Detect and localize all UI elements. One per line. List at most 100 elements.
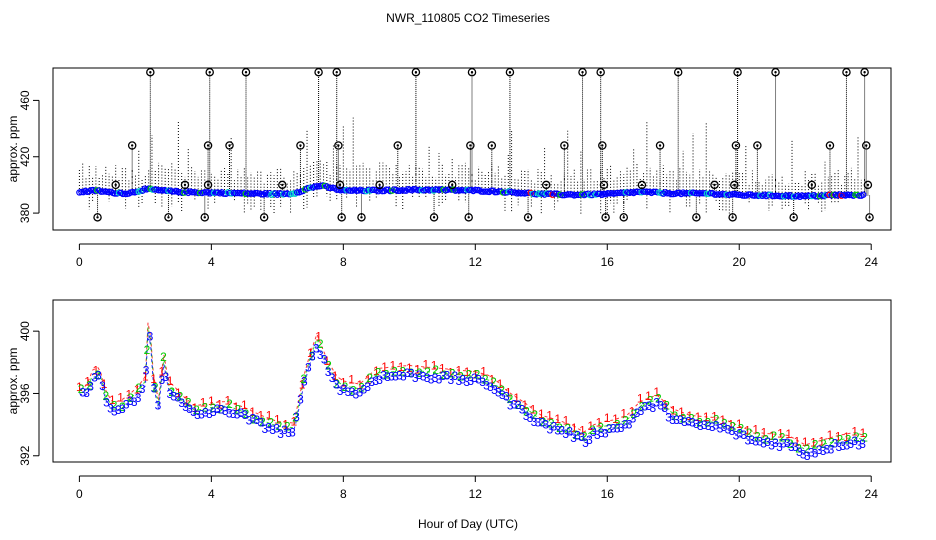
x-axis-title: Hour of Day (UTC) (418, 517, 518, 531)
outlier-marker-dot (206, 183, 210, 187)
baseline-point (307, 184, 315, 191)
outlier-marker (789, 213, 798, 222)
series-2-point: 2 (399, 365, 406, 379)
bottom-x-tick-label: 8 (340, 487, 347, 501)
baseline-point (394, 187, 402, 195)
series-2-point: 2 (86, 379, 93, 393)
outlier-marker-dot (335, 71, 338, 74)
series-3-point: 3 (392, 370, 399, 384)
outlier-marker-dot (622, 216, 625, 219)
series-2-point: 2 (581, 430, 588, 444)
series-2-point: 2 (523, 404, 530, 418)
outlier-marker-dot (866, 183, 870, 187)
baseline-point (481, 188, 489, 195)
series-3-point: 3 (202, 406, 209, 420)
series-3-point: 3 (452, 369, 459, 383)
series-2-point: 2 (498, 383, 505, 397)
series-2-point: 2 (144, 343, 151, 357)
series-1-point: 1 (84, 375, 91, 389)
top-y-tick-label: 420 (18, 146, 32, 166)
series-2-point: 2 (185, 395, 192, 409)
bottom-x-tick-label: 20 (733, 487, 747, 501)
series-1-point: 1 (843, 430, 850, 444)
series-1-point: 1 (455, 364, 462, 378)
outlier-marker-dot (262, 216, 266, 219)
series-1-point: 1 (101, 377, 108, 391)
series-1-point: 1 (480, 365, 487, 379)
series-1-point: 1 (241, 398, 248, 412)
series-3-point: 3 (729, 424, 736, 438)
series-2-point: 2 (721, 416, 728, 430)
series-3-point: 3 (733, 429, 740, 443)
series-3-point: 3 (630, 411, 637, 425)
series-2-point: 2 (465, 367, 472, 381)
series-3-point: 3 (384, 370, 391, 384)
top-x-tick-label: 4 (208, 255, 215, 269)
series-1-point: 1 (447, 365, 454, 379)
series-3-point: 3 (345, 385, 352, 399)
top-x-tick-label: 8 (340, 255, 347, 269)
series-2-point: 2 (78, 382, 85, 396)
series-1-point: 1 (365, 372, 372, 386)
series-3-point: 3 (230, 407, 237, 421)
series-1-point: 1 (290, 415, 297, 429)
series-1-point: 1 (307, 346, 314, 360)
outlier-marker-dot (432, 216, 436, 219)
top-plot-content (76, 67, 874, 222)
series-3-point: 3 (107, 402, 114, 416)
series-3-point: 3 (784, 436, 791, 450)
series-3-point: 3 (258, 416, 265, 430)
series-3-point: 3 (265, 421, 272, 435)
series-1-point: 1 (323, 354, 330, 368)
series-1-point: 1 (117, 391, 124, 405)
series-3-point: 3 (341, 382, 348, 396)
baseline-point (644, 188, 651, 195)
outlier-marker-dot (658, 144, 662, 147)
series-3-point: 3 (273, 421, 280, 435)
series-3-point: 3 (578, 430, 585, 444)
series-2-point: 2 (251, 412, 258, 426)
series-3-point: 3 (836, 440, 843, 454)
series-1-point: 1 (505, 386, 512, 400)
series-3-point: 3 (839, 439, 846, 453)
series-3-point: 3 (475, 373, 482, 387)
outlier-marker (180, 180, 190, 190)
series-3-point: 3 (843, 439, 850, 453)
series-3-point: 3 (626, 418, 633, 432)
series-3-point: 3 (665, 411, 672, 425)
series-3-point: 3 (83, 386, 90, 400)
series-1-point: 1 (538, 407, 545, 421)
outlier-marker (505, 67, 515, 77)
series-2-point: 2 (119, 400, 126, 414)
series-3-point: 3 (796, 445, 803, 459)
outlier-marker-dot (581, 71, 584, 74)
bottom-y-axis: 392 396 400 (18, 321, 40, 466)
series-3-point: 3 (535, 415, 542, 429)
series-2-point: 2 (375, 365, 382, 379)
baseline-point (111, 190, 119, 197)
series-3-point: 3 (420, 370, 427, 384)
baseline-point (812, 193, 819, 200)
outlier-marker (335, 180, 345, 190)
series-1-point: 1 (332, 369, 339, 383)
series-3-point: 3 (804, 449, 811, 463)
series-2-point: 2 (729, 419, 736, 433)
series-1-point: 1 (802, 435, 809, 449)
outlier-marker-dot (490, 144, 493, 147)
series-3-point: 3 (760, 436, 767, 450)
baseline-point (846, 191, 853, 199)
outlier-marker (637, 180, 647, 190)
series-2-point: 2 (160, 350, 167, 364)
baseline-point (155, 187, 162, 194)
series-3-point: 3 (764, 435, 771, 449)
baseline-point (856, 192, 863, 199)
series-2-point: 2 (622, 414, 629, 428)
baseline-point (668, 190, 675, 198)
series-1-point: 1 (126, 388, 133, 402)
bottom-y-axis-label: approx. ppm (6, 348, 20, 415)
series-2-point: 2 (457, 369, 464, 383)
outlier-marker-dot (599, 71, 602, 74)
series-3-point: 3 (337, 384, 344, 398)
series-3-point: 3 (329, 371, 336, 385)
series-2-point: 2 (762, 433, 769, 447)
